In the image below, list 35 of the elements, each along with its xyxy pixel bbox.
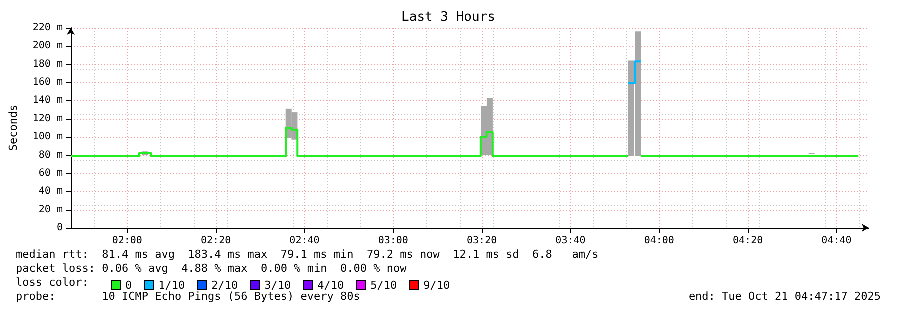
text: end: Tue Oct 21 04:47:17 2025 — [688, 290, 881, 303]
text: median rtt: 81.4 ms avg 183.4 ms max 79.1 ms min 79.2 ms now 12.1 ms sd 6.8 am/s — [16, 248, 599, 261]
y-tick-label: 160 m — [32, 77, 63, 88]
y-tick-label: 180 m — [32, 58, 63, 70]
legend-label: 5/10 — [370, 279, 398, 292]
legend-label: 3/10 — [264, 279, 292, 292]
legend-label: 1/10 — [158, 279, 186, 292]
legend-label: 0 — [126, 279, 132, 292]
legend-label: 9/10 — [424, 279, 450, 292]
chart-title: Last 3 Hours — [402, 10, 496, 25]
text: probe: 10 ICMP Echo Pings (56 Bytes) every 80s — [16, 290, 360, 303]
text: packet loss: 0.06 % avg 4.88 % max 0.00 % min 0.00 % now — [16, 262, 407, 275]
y-tick-label: 80 m — [38, 150, 63, 161]
x-tick-label: 04:20 — [732, 236, 764, 246]
legend-label: 4/10 — [318, 279, 344, 292]
y-tick-label: 140 m — [32, 95, 63, 106]
x-tick-label: 03:20 — [466, 236, 498, 246]
y-tick-label: 0 — [56, 222, 63, 234]
legend-title: loss color: — [16, 276, 89, 289]
y-tick-label: 100 m — [32, 132, 63, 143]
x-tick-label: 02:00 — [112, 236, 142, 246]
x-tick-label: 03:40 — [556, 236, 586, 246]
y-tick-label: 200 m — [32, 40, 63, 52]
x-tick-label: 02:20 — [200, 236, 232, 246]
y-tick-label: 40 m — [38, 186, 63, 198]
x-tick-label: 03:00 — [378, 236, 408, 246]
legend-label: 2/10 — [212, 279, 238, 292]
x-tick-label: 04:00 — [644, 236, 674, 246]
y-tick-label: 120 m — [32, 113, 63, 124]
x-tick-label: 04:40 — [822, 236, 852, 246]
y-axis-title: Seconds — [7, 104, 20, 152]
y-tick-label: 60 m — [38, 168, 63, 179]
y-tick-label: 20 m — [38, 204, 63, 216]
x-tick-label: 02:40 — [290, 236, 320, 246]
y-tick-label: 220 m — [32, 22, 63, 34]
